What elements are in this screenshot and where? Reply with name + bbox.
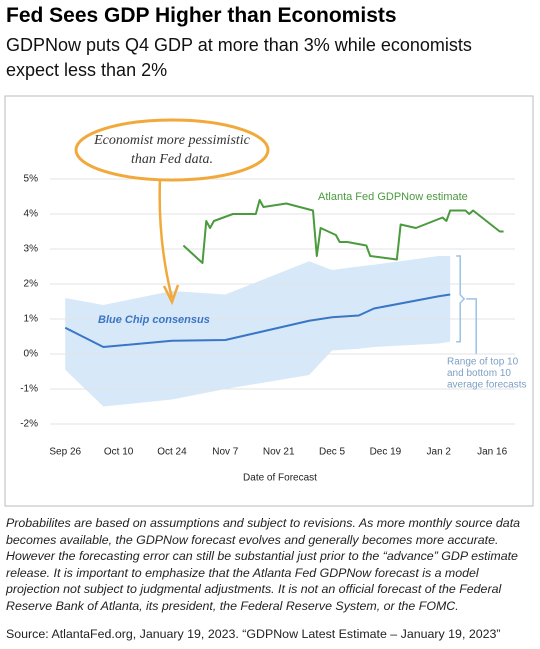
y-tick-label: 4% xyxy=(24,209,39,220)
annotation-text: than Fed data. xyxy=(131,152,213,167)
band-label: Range of top 10 xyxy=(447,357,519,368)
y-tick-label: 2% xyxy=(24,279,39,290)
x-tick-label: Oct 10 xyxy=(104,447,134,458)
subtitle: GDPNow puts Q4 GDP at more than 3% while… xyxy=(6,35,472,80)
x-tick-label: Nov 21 xyxy=(263,447,295,458)
series-line xyxy=(182,199,504,264)
band-label: average forecasts xyxy=(447,380,527,391)
y-tick-label: 1% xyxy=(24,314,39,325)
x-tick-label: Nov 7 xyxy=(212,447,239,458)
title: Fed Sees GDP Higher than Economists xyxy=(6,4,397,27)
annotation-text: Economist more pessimistic xyxy=(93,133,251,148)
range-band xyxy=(65,256,451,407)
annotation-bubble xyxy=(74,118,270,182)
y-tick-label: 0% xyxy=(24,349,39,360)
annotation-arrowhead xyxy=(162,284,180,306)
y-tick-label: 5% xyxy=(24,174,39,185)
x-tick-label: Dec 5 xyxy=(319,447,346,458)
range-bracket xyxy=(456,255,466,343)
x-tick-label: Jan 2 xyxy=(427,447,452,458)
range-leader xyxy=(466,298,477,354)
x-tick-label: Oct 24 xyxy=(157,447,187,458)
series-label: Blue Chip consensus xyxy=(98,314,210,326)
x-axis-label: Date of Forecast xyxy=(243,473,317,484)
y-tick-label: -1% xyxy=(20,384,38,395)
x-tick-label: Jan 16 xyxy=(477,447,507,458)
y-tick-label: -2% xyxy=(20,419,38,430)
band-label: and bottom 10 xyxy=(447,368,511,379)
source: Source: AtlantaFed.org, January 19, 2023… xyxy=(6,627,501,641)
series-label: Atlanta Fed GDPNow estimate xyxy=(318,191,468,203)
x-tick-label: Dec 19 xyxy=(370,447,402,458)
notes: Probabilites are based on assumptions an… xyxy=(6,516,521,613)
chart-frame xyxy=(4,95,534,507)
y-tick-label: 3% xyxy=(24,244,39,255)
series-line xyxy=(64,293,451,348)
x-tick-label: Sep 26 xyxy=(49,447,81,458)
chart: 5% 4% 3% 2% 1% 0% -1% -2% Sep 26 Oct 10 Oct 24 Nov … xyxy=(4,95,534,507)
annotation-arrow xyxy=(158,177,174,299)
